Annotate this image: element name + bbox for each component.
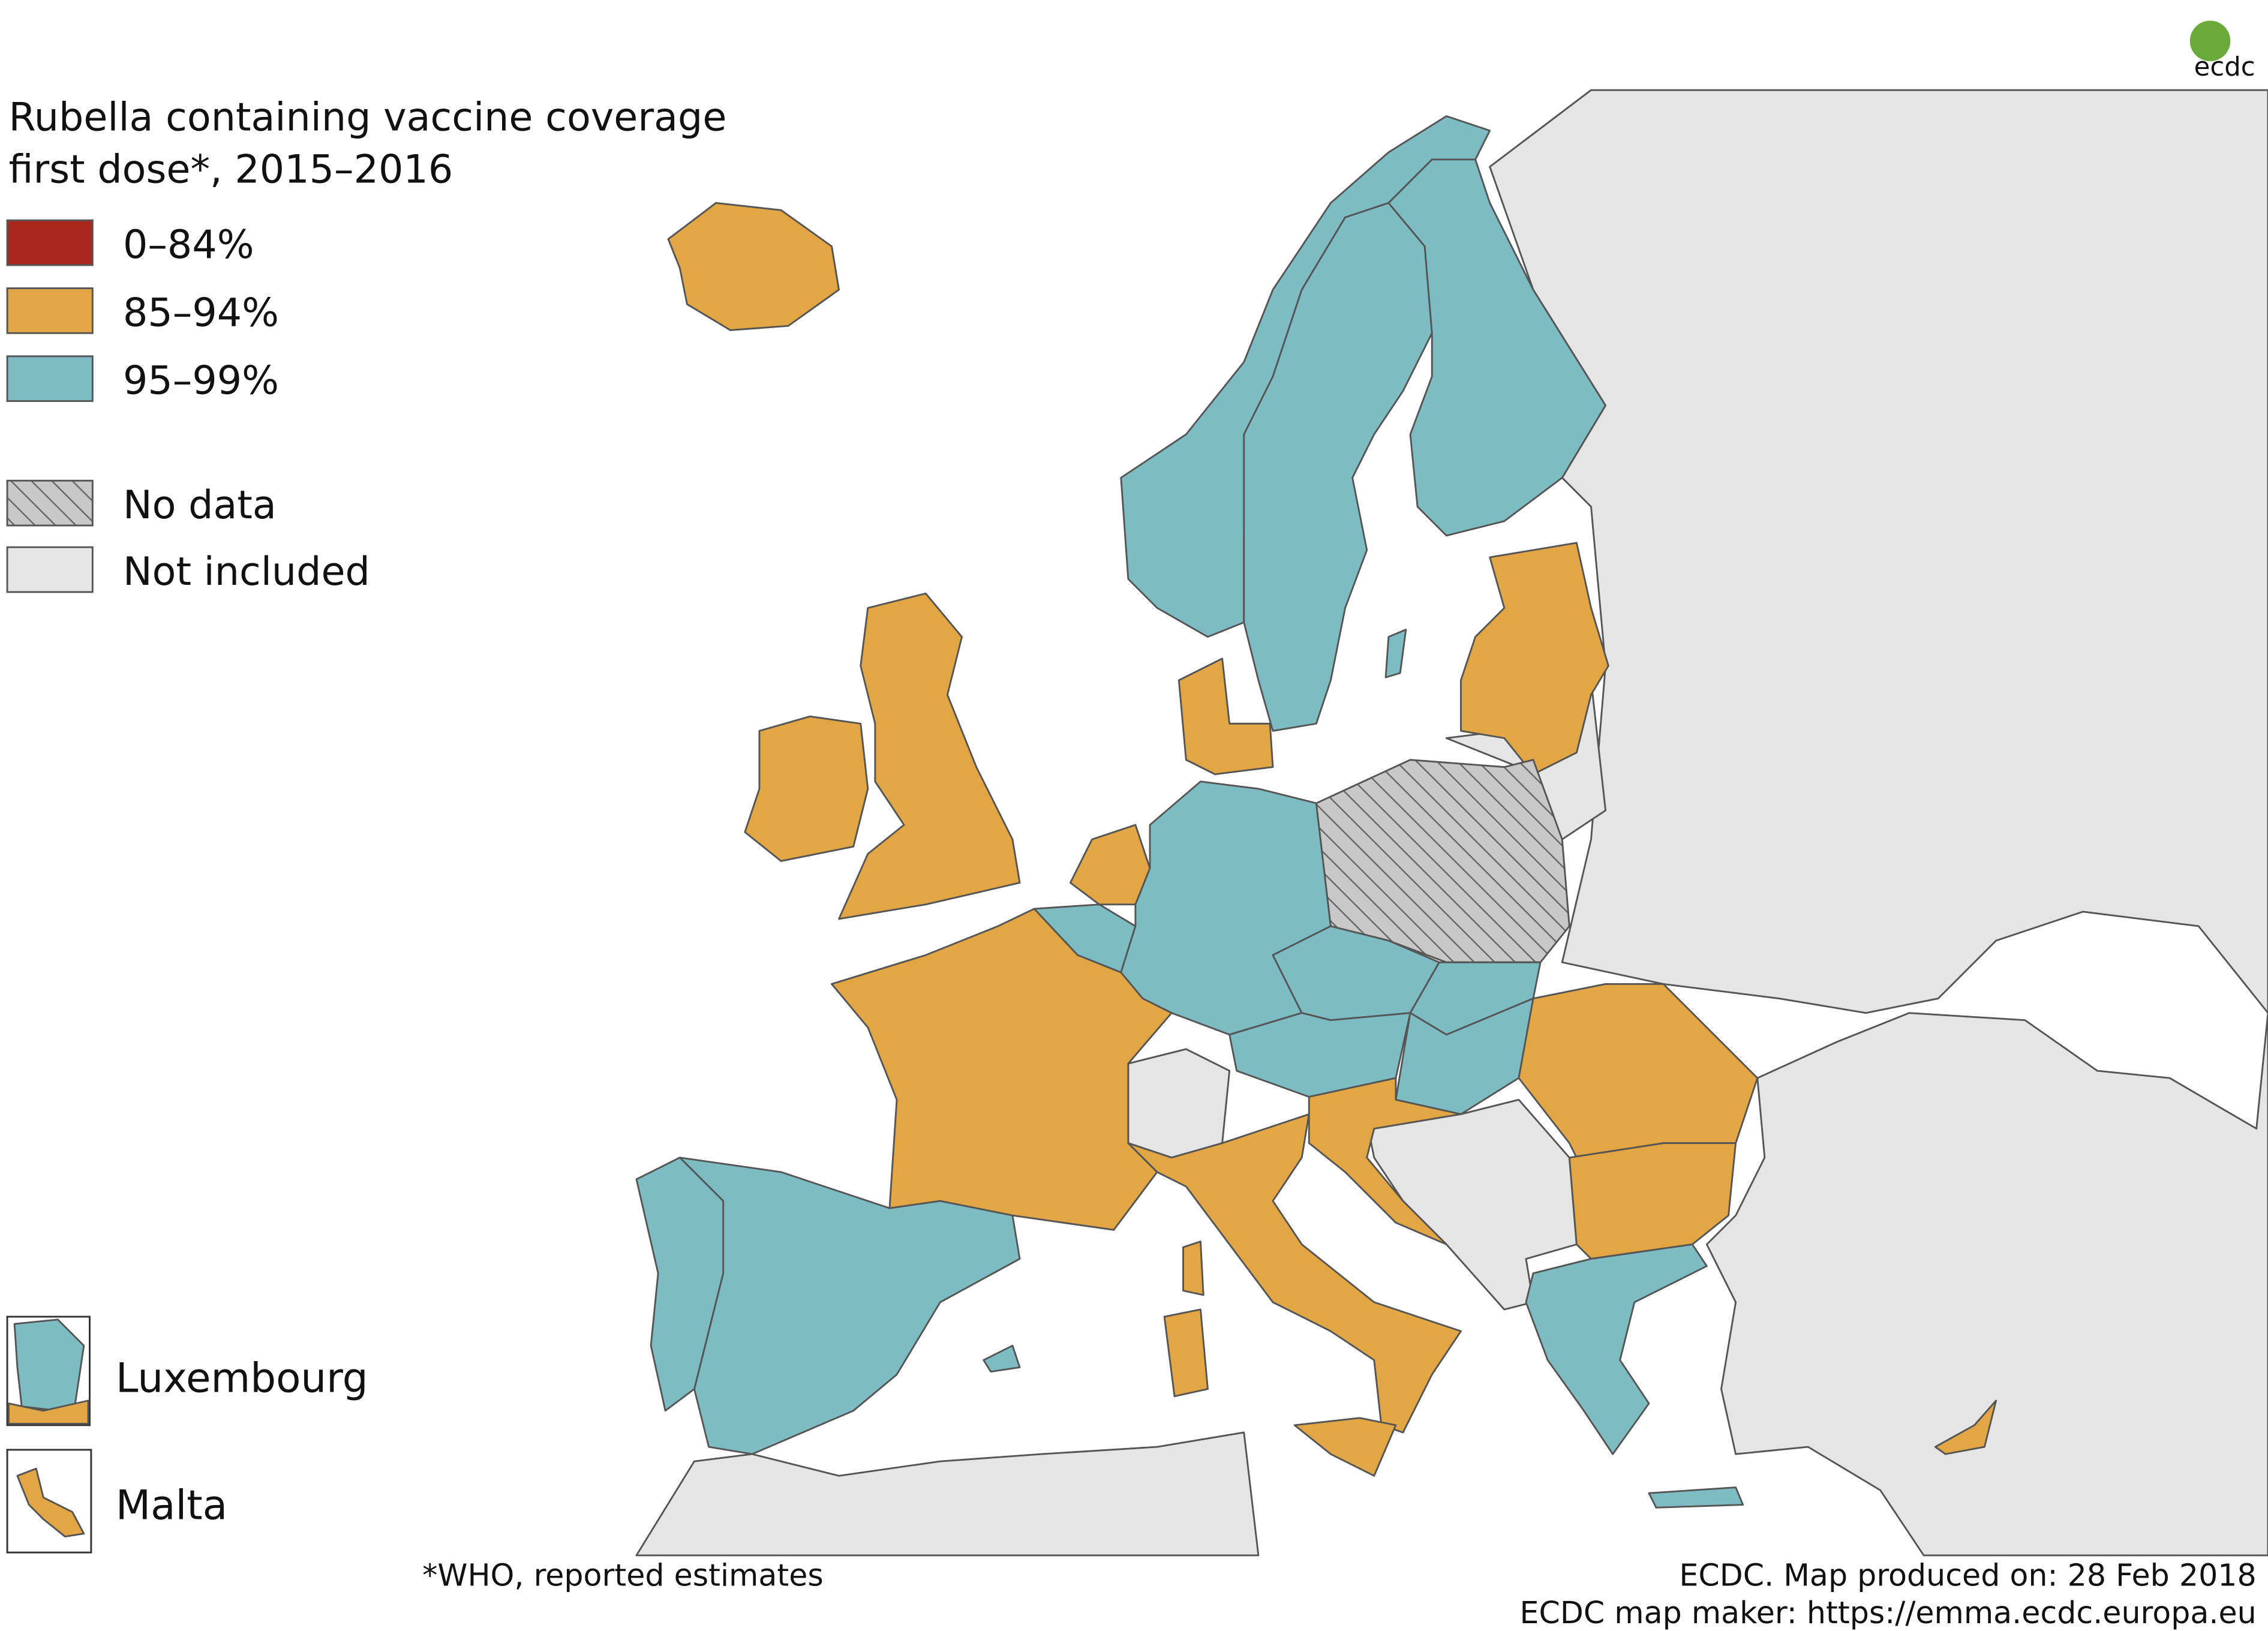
malta [16, 1467, 85, 1538]
iceland [667, 202, 840, 331]
credit: ECDC. Map produced on: 28 Feb 2018 [1679, 1558, 2256, 1593]
legend-swatch [6, 355, 94, 403]
legend-swatch [6, 479, 94, 527]
romania [1518, 983, 1759, 1159]
legend-label: 95–99% [123, 359, 279, 404]
austria [1228, 1012, 1411, 1098]
credit: ECDC map maker: https://emma.ecdc.europa… [1520, 1595, 2257, 1630]
inset-label: Luxembourg [116, 1354, 368, 1401]
luxembourg-neighbour [8, 1399, 89, 1425]
legend: 0–84% 85–94% 95–99% No data Not included [6, 219, 370, 594]
legend-label: No data [123, 483, 277, 528]
denmark [1177, 657, 1274, 776]
legend-swatch [6, 219, 94, 266]
gotland [1384, 629, 1407, 678]
bulgaria [1568, 1142, 1737, 1260]
finland [1387, 158, 1607, 537]
united-kingdom [838, 592, 1021, 920]
title: Rubella containing vaccine coverage [8, 95, 726, 140]
logo-text: ecdc [2194, 52, 2255, 82]
legend-swatch [6, 546, 94, 593]
inset-luxembourg: Luxembourg [6, 1315, 368, 1426]
legend-label: 85–94% [123, 290, 279, 335]
logo-globe [2189, 20, 2231, 61]
switzerland [1127, 1048, 1231, 1159]
sardinia [1163, 1308, 1209, 1398]
greece [1525, 1243, 1708, 1455]
legend-label: Not included [123, 549, 370, 594]
north-africa [635, 1431, 1260, 1557]
logo: ecdc [2189, 20, 2255, 82]
balearic [983, 1344, 1021, 1373]
sicily [1293, 1417, 1397, 1477]
crete [1648, 1486, 1744, 1509]
inset-malta: Malta [6, 1449, 227, 1554]
france [831, 908, 1173, 1231]
balkans [1366, 1098, 1578, 1311]
title: first dose*, 2015–2016 [8, 148, 453, 193]
legend-swatch [6, 287, 94, 334]
slovenia-croatia [1308, 1077, 1462, 1245]
legend-label: 0–84% [123, 223, 254, 268]
sweden [1243, 202, 1433, 732]
footnote: *WHO, reported estimates [422, 1558, 824, 1593]
cyprus [1934, 1399, 1997, 1455]
map [635, 89, 2268, 1557]
ireland [744, 715, 869, 862]
inset-label: Malta [116, 1482, 227, 1529]
corsica [1182, 1240, 1204, 1296]
portugal [635, 1157, 725, 1412]
